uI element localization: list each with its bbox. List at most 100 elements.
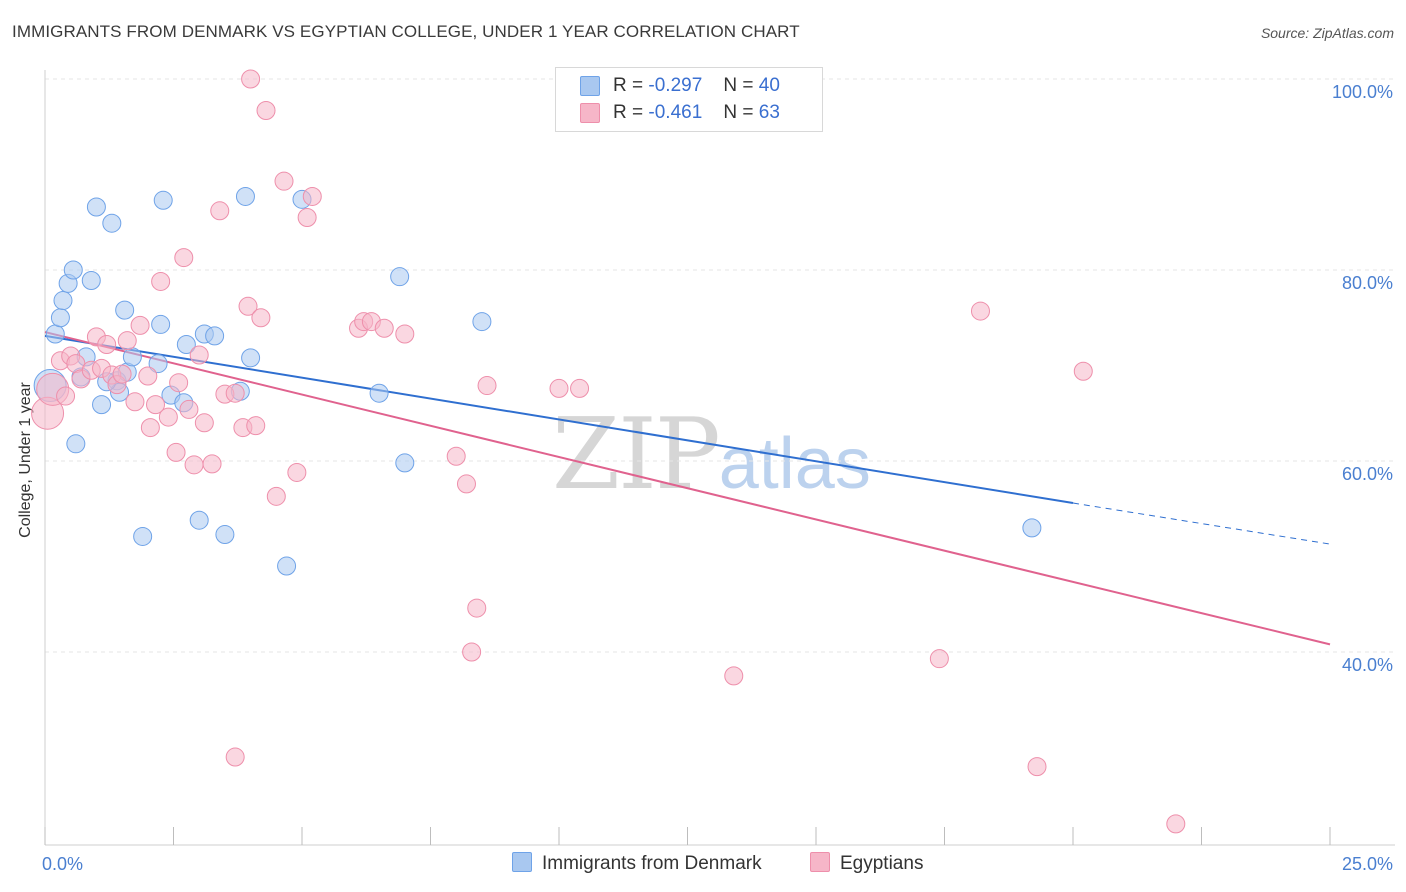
point-denmark <box>369 383 389 403</box>
point-egyptians <box>97 334 117 354</box>
point-egyptians <box>374 318 394 338</box>
trend-line <box>44 331 1331 646</box>
tick-labels: 40.0% 60.0% 80.0% 100.0% 0.0% 25.0% <box>42 82 1393 874</box>
point-denmark <box>151 314 171 334</box>
legend-r-label: R = <box>613 102 644 123</box>
point-denmark <box>390 267 410 287</box>
legend-n-label: N = <box>723 75 754 96</box>
point-egyptians <box>467 598 487 618</box>
bottom-legend-swatch-denmark <box>512 852 532 872</box>
y-tick-label: 40.0% <box>1342 655 1393 675</box>
stats-legend: R = -0.297 N = 40 R = -0.461 N = 63 <box>555 67 823 132</box>
point-egyptians <box>246 416 266 436</box>
bottom-legend-egyptians: Egyptians <box>810 852 923 875</box>
point-denmark <box>148 354 168 374</box>
legend-r-value: -0.461 <box>648 102 703 123</box>
legend-r-value: -0.297 <box>648 75 703 96</box>
point-egyptians <box>194 413 214 433</box>
point-denmark <box>81 271 101 291</box>
point-egyptians <box>189 345 209 365</box>
legend-n-value: 63 <box>758 102 780 123</box>
point-denmark <box>50 308 70 328</box>
point-egyptians <box>1027 757 1047 777</box>
chart-title: IMMIGRANTS FROM DENMARK VS EGYPTIAN COLL… <box>12 22 800 41</box>
point-denmark <box>395 453 415 473</box>
point-denmark <box>176 334 196 354</box>
source-label: Source: ZipAtlas.com <box>1260 25 1394 41</box>
point-denmark <box>472 312 492 332</box>
point-egyptians <box>225 383 245 403</box>
bottom-legend-denmark: Immigrants from Denmark <box>512 852 762 875</box>
x-tick-label: 0.0% <box>42 854 83 874</box>
point-denmark <box>133 526 153 546</box>
watermark-zip: ZIP <box>552 398 721 512</box>
point-egyptians <box>570 378 590 398</box>
point-egyptians <box>158 407 178 427</box>
data-points <box>31 69 1186 834</box>
point-egyptians <box>140 418 160 438</box>
legend-n-label: N = <box>723 102 754 123</box>
point-egyptians <box>477 376 497 396</box>
point-egyptians <box>166 442 186 462</box>
point-denmark <box>102 213 122 233</box>
point-egyptians <box>251 308 271 328</box>
point-egyptians <box>169 373 189 393</box>
legend-n-value: 40 <box>758 75 780 96</box>
watermark-atlas: atlas <box>718 424 871 504</box>
point-denmark <box>1022 518 1042 538</box>
point-denmark <box>241 348 261 368</box>
trend-line <box>44 334 1074 505</box>
point-egyptians <box>146 395 166 415</box>
point-egyptians <box>202 454 222 474</box>
point-egyptians <box>1073 361 1093 381</box>
point-denmark <box>235 186 255 206</box>
trend-lines <box>44 331 1331 646</box>
point-denmark <box>66 434 86 454</box>
point-egyptians <box>456 474 476 494</box>
point-egyptians <box>174 248 194 268</box>
point-egyptians <box>462 642 482 662</box>
point-denmark <box>86 197 106 217</box>
bottom-legend-label-egyptians: Egyptians <box>840 853 924 874</box>
point-egyptians <box>130 315 150 335</box>
y-tick-label: 80.0% <box>1342 273 1393 293</box>
point-egyptians <box>297 207 317 227</box>
bottom-legend-swatch-egyptians <box>810 852 830 872</box>
y-tick-label: 100.0% <box>1332 82 1393 102</box>
legend-swatch-denmark <box>580 76 600 96</box>
point-denmark <box>153 190 173 210</box>
point-egyptians <box>117 331 137 351</box>
point-egyptians <box>970 301 990 321</box>
point-denmark <box>63 260 83 280</box>
point-egyptians <box>549 378 569 398</box>
point-denmark <box>277 556 297 576</box>
legend-swatch-egyptians <box>580 103 600 123</box>
point-denmark <box>53 291 73 311</box>
point-egyptians <box>929 649 949 669</box>
point-egyptians <box>238 296 258 316</box>
point-egyptians <box>266 486 286 506</box>
axes <box>44 70 1395 846</box>
point-egyptians <box>256 101 276 121</box>
point-denmark <box>92 395 112 415</box>
point-egyptians <box>179 399 199 419</box>
point-denmark <box>189 510 209 530</box>
legend-r-label: R = <box>613 75 644 96</box>
point-egyptians <box>274 171 294 191</box>
point-egyptians <box>1166 814 1186 834</box>
point-egyptians <box>225 747 245 767</box>
point-egyptians <box>302 186 322 206</box>
point-denmark <box>215 525 235 545</box>
point-egyptians <box>210 201 230 221</box>
point-egyptians <box>184 455 204 475</box>
watermark: ZIPatlas <box>552 398 871 512</box>
point-egyptians <box>56 386 76 406</box>
point-egyptians <box>287 462 307 482</box>
bottom-legend-label-denmark: Immigrants from Denmark <box>542 853 762 874</box>
point-denmark <box>45 324 65 344</box>
point-egyptians <box>724 666 744 686</box>
x-tick-label: 25.0% <box>1342 854 1393 874</box>
point-denmark <box>122 347 142 367</box>
y-tick-label: 60.0% <box>1342 464 1393 484</box>
